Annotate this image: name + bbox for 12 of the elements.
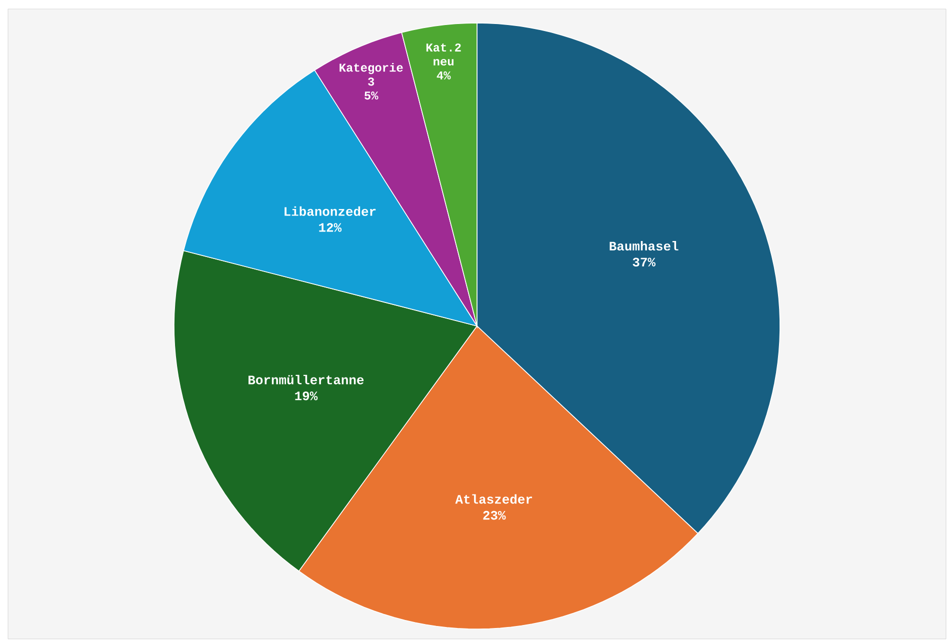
data-label: 19% [295, 391, 318, 400]
slice-label: Kategorie 3 [340, 62, 403, 86]
slice-label: Baumhasel [610, 241, 678, 251]
data-label: 12% [319, 223, 342, 232]
slice-label: Libanonzeder [284, 206, 376, 216]
slice-label: Bornmüllertanne [248, 374, 364, 384]
data-label: 23% [483, 510, 506, 520]
slice-label: Kat.2 neu [426, 43, 461, 66]
data-label: 4% [436, 71, 451, 80]
slice-label: Atlaszeder [455, 494, 532, 504]
data-label: 37% [632, 258, 656, 267]
data-label: 5% [364, 92, 378, 100]
